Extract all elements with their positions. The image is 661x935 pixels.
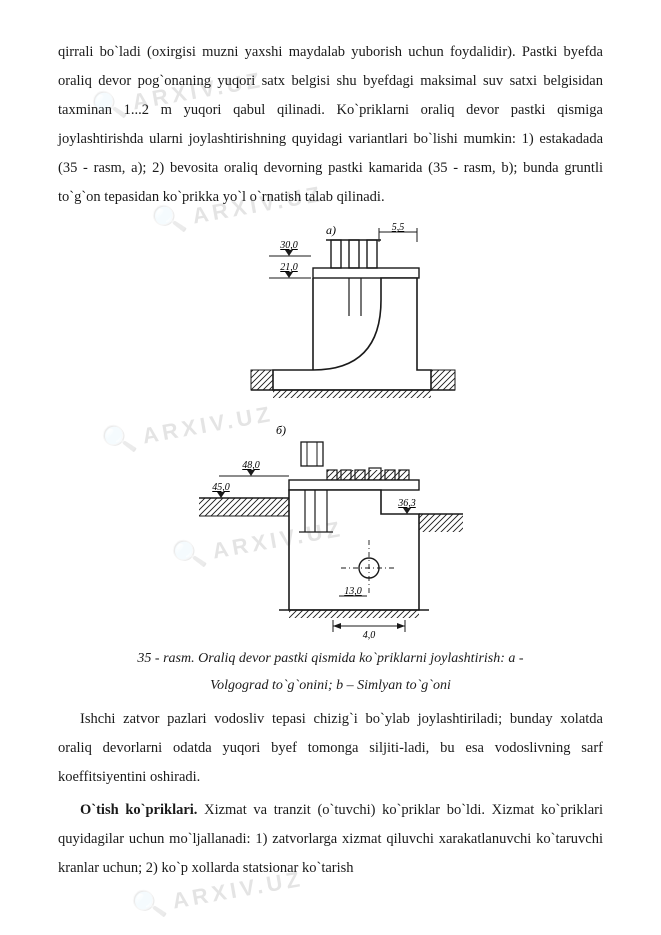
dim-48-0: 48,0 [242, 460, 260, 471]
magnifier-icon: 🔍 [130, 889, 169, 923]
dim-45-0: 45,0 [212, 482, 230, 493]
figure-svg: a) 5,5 30,0 21,0 [181, 220, 481, 640]
dim-36-3: 36,3 [397, 498, 416, 509]
section-lead: O`tish ko`priklari. [80, 802, 197, 818]
dim-4-0: 4,0 [362, 630, 375, 640]
para-text: Ishchi zatvor pazlari vodosliv tepasi ch… [58, 711, 603, 785]
figure-caption: 35 - rasm. Oraliq devor pastki qismida k… [58, 646, 603, 699]
dim-30-0: 30,0 [279, 240, 298, 251]
body-paragraph: Ishchi zatvor pazlari vodosliv tepasi ch… [58, 705, 603, 792]
dim-5-5: 5,5 [391, 222, 404, 233]
page: 🔍 ARXIV.UZ 🔍 ARXIV.UZ 🔍 ARXIV.UZ 🔍 ARXIV… [0, 0, 661, 935]
body-paragraph: qirrali bo`ladi (oxirgisi muzni yaxshi m… [58, 38, 603, 212]
figure-35: a) 5,5 30,0 21,0 [58, 220, 603, 640]
subfigure-label-b: б) [275, 423, 285, 437]
subfigure-a: a) 5,5 30,0 21,0 [251, 222, 455, 398]
dim-21-0: 21,0 [280, 262, 298, 273]
caption-line-1: 35 - rasm. Oraliq devor pastki qismida k… [137, 651, 523, 666]
subfigure-label-a: a) [326, 223, 336, 237]
body-paragraph: O`tish ko`priklari. Xizmat va tranzit (o… [58, 796, 603, 883]
caption-line-2: Volgograd to`g`onini; b – Simlyan to`g`o… [210, 678, 451, 693]
subfigure-b: б) 48,0 45,0 [199, 423, 463, 640]
dim-13-0: 13,0 [344, 586, 362, 597]
